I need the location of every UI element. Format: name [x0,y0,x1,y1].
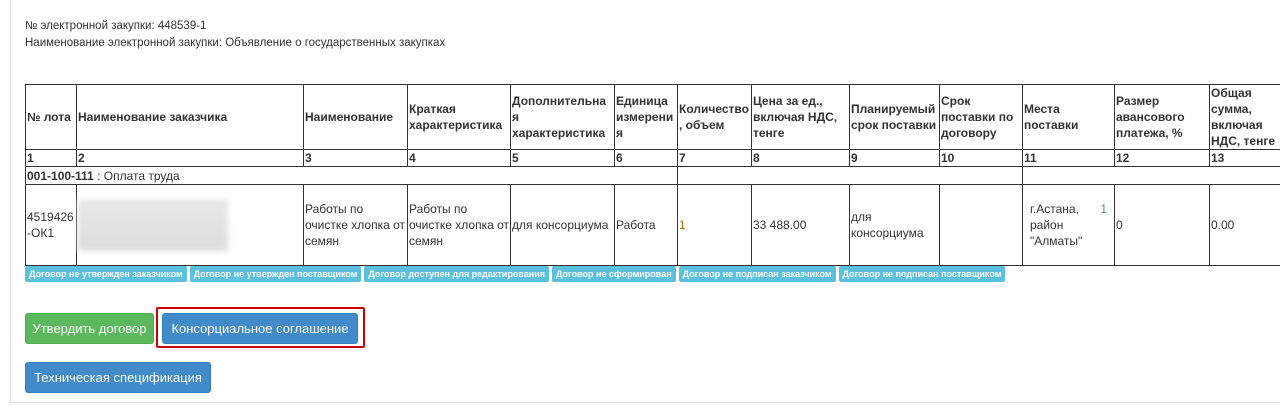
column-header: Цена за ед., включая НДС, тенге [751,84,850,150]
extra-description: для консорциума [510,184,615,266]
item-name: Работы по очистке хлопка от семян [303,184,408,266]
purchase-number: № электронной закупки: 448539-1 [25,20,207,32]
technical-specification-button[interactable]: Техническая спецификация [25,362,211,393]
column-number: 1 [25,149,77,167]
planned-term: для консорциума [849,184,940,266]
status-badge: Договор доступен для редактирования [364,266,549,282]
group-code: 001-100-111 [27,168,94,183]
column-number: 8 [751,149,850,167]
table-row: 4519426-ОК1 Работы по очистке хлопка от … [25,184,1280,266]
group-label: : Оплата труда [93,168,180,183]
status-badges: Договор не утвержден заказчиком Договор н… [25,266,1006,282]
column-header: № лота [25,84,77,150]
column-header: Краткая характеристика [407,84,511,150]
status-badge: Договор не утвержден заказчиком [25,266,187,282]
lots-table: № лота Наименование заказчика Наименование… [25,84,1280,266]
column-header: Планируемый срок поставки [849,84,940,150]
consortium-agreement-button[interactable]: Консорциальное соглашение [162,313,358,344]
empty-cell [677,166,1023,185]
price: 33 488.00 [751,184,850,266]
redacted-customer [78,199,228,251]
column-number: 4 [407,149,511,167]
status-badge: Договор не утвержден поставщиком [189,266,362,282]
contract-term [939,184,1023,266]
lot-number: 4519426-ОК1 [25,184,77,266]
customer-name [76,184,304,266]
column-header: Единица измерения [614,84,678,150]
number-row: 1 2 3 4 5 6 7 8 9 10 11 12 13 [25,149,1280,167]
group-cell: 001-100-111 : Оплата труда [25,166,678,185]
column-number: 12 [1114,149,1210,167]
column-header: Дополнительная характеристика [510,84,615,150]
group-row: 001-100-111 : Оплата труда [25,166,1280,185]
column-number: 5 [510,149,615,167]
column-header: Срок поставки по договору [939,84,1023,150]
column-number: 2 [76,149,304,167]
unit: Работа [614,184,678,266]
column-number: 3 [303,149,408,167]
column-header: Наименование заказчика [76,84,304,150]
highlight-box [156,307,365,348]
short-description: Работы по очистке хлопка от семян [407,184,511,266]
column-header: Размер авансового платежа, % [1114,84,1210,150]
column-number: 7 [677,149,752,167]
column-header: Места поставки [1022,84,1115,150]
status-badge: Договор не сформирован [551,266,676,282]
delivery-place: г.Астана, район "Алматы" 1 [1022,184,1115,266]
approve-contract-button[interactable]: Утвердить договор [25,313,154,344]
empty-cell [1022,166,1280,185]
column-number: 13 [1209,149,1280,167]
column-header: Количество, объем [677,84,752,150]
column-header: Общая сумма, включая НДС, тенге [1209,84,1280,150]
quantity: 1 [677,184,752,266]
status-badge: Договор не подписан заказчиком [678,266,836,282]
column-number: 9 [849,149,940,167]
status-badge: Договор не подписан поставщиком [838,266,1006,282]
place-text: г.Астана, район "Алматы" [1030,202,1083,248]
column-number: 6 [614,149,678,167]
advance: 0 [1114,184,1210,266]
page-frame [10,0,1280,403]
column-header: Наименование [303,84,408,150]
header-row: № лота Наименование заказчика Наименование… [25,84,1280,150]
column-number: 10 [939,149,1023,167]
place-qty: 1 [1100,202,1107,216]
purchase-name: Наименование электронной закупки: Объявл… [25,37,446,49]
total: 0.00 [1209,184,1280,266]
column-number: 11 [1022,149,1115,167]
